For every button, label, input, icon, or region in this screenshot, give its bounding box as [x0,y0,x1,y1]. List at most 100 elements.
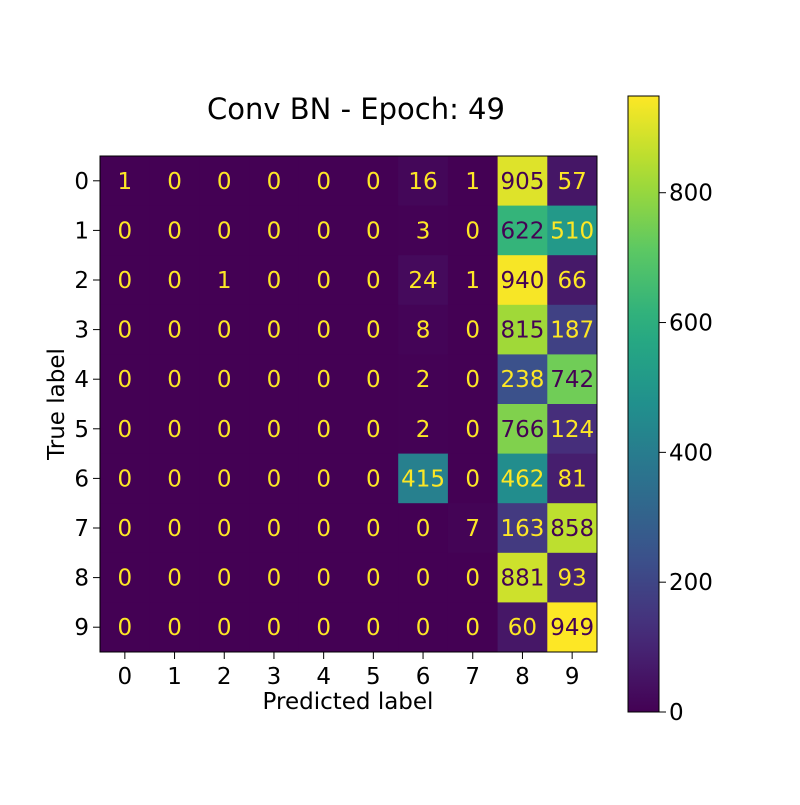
heatmap-cell [497,602,548,653]
cell-value-label: 0 [465,566,480,592]
x-tick-label: 7 [465,664,480,690]
heatmap-cell [547,602,598,653]
cell-value-label: 0 [316,566,331,592]
y-tick-label: 2 [74,268,89,294]
heatmap-cell [447,156,498,206]
cell-value-label: 0 [267,615,282,641]
x-tick-label: 6 [416,664,431,690]
x-tick-label: 4 [316,664,331,690]
heatmap-cell [348,503,399,554]
cell-value-label: 0 [267,367,282,393]
cell-value-label: 0 [118,367,133,393]
cell-value-label: 0 [366,169,381,195]
cell-value-label: 0 [316,516,331,542]
y-tick-label: 9 [74,615,89,641]
heatmap-cell [547,503,598,554]
cell-value-label: 0 [316,268,331,294]
heatmap-cell [497,255,548,306]
heatmap-cell [298,354,349,405]
heatmap-cell [249,503,300,554]
cell-value-label: 0 [167,268,182,294]
heatmap-cell [447,205,498,256]
cell-value-label: 510 [550,218,594,244]
cell-value-label: 3 [416,218,431,244]
heatmap-cell [100,453,151,504]
cell-value-label: 0 [217,516,232,542]
heatmap-cell [398,354,449,405]
heatmap-cell [547,156,598,206]
heatmap-cell [149,552,200,603]
y-tick-label: 4 [74,367,89,393]
heatmap-cell [547,453,598,504]
cell-value-label: 0 [416,516,431,542]
heatmap-cell [249,404,300,454]
heatmap-cell [447,453,498,504]
cell-value-label: 0 [118,516,133,542]
heatmap-cell [298,304,349,355]
heatmap-cell [447,255,498,306]
cell-value-label: 124 [550,417,594,443]
cell-value-label: 0 [118,566,133,592]
cell-value-label: 0 [316,615,331,641]
heatmap-cell [249,156,300,206]
cell-value-label: 0 [118,466,133,492]
heatmap-cell [298,205,349,256]
cell-value-label: 0 [267,268,282,294]
y-tick-label: 7 [74,516,89,542]
cell-value-label: 2 [416,367,431,393]
heatmap-cell [497,304,548,355]
cell-value-label: 0 [118,417,133,443]
heatmap-cell [100,552,151,603]
heatmap-cell [497,354,548,405]
heatmap-cell [547,404,598,454]
heatmap-cell [149,304,200,355]
heatmap-cell [149,602,200,653]
heatmap-cell [497,453,548,504]
cell-value-label: 0 [167,318,182,344]
cell-value-label: 0 [118,268,133,294]
heatmap-cell [199,255,250,306]
heatmap-cell [547,354,598,405]
cell-value-label: 415 [401,466,445,492]
heatmap-cell [298,255,349,306]
cell-value-label: 57 [558,169,587,195]
cell-value-label: 0 [217,218,232,244]
heatmap-cell [298,602,349,653]
cell-value-label: 0 [217,318,232,344]
colorbar-tick-label: 800 [669,181,713,207]
heatmap-cell [199,602,250,653]
heatmap-cell [547,205,598,256]
cell-value-label: 93 [558,566,587,592]
heatmap-cell [398,453,449,504]
cell-value-label: 1 [465,268,480,294]
cell-value-label: 0 [366,466,381,492]
cell-value-label: 0 [267,318,282,344]
heatmap-cell [249,304,300,355]
heatmap-cell [348,602,399,653]
cell-value-label: 0 [316,318,331,344]
cell-value-label: 0 [267,417,282,443]
x-tick-label: 0 [118,664,133,690]
cell-value-label: 0 [167,566,182,592]
x-tick-label: 1 [167,664,182,690]
heatmap-cell [100,503,151,554]
cell-value-label: 7 [465,516,480,542]
cell-value-label: 1 [217,268,232,294]
cell-value-label: 0 [217,367,232,393]
heatmap-cell [149,503,200,554]
colorbar-tick-label: 0 [669,700,684,726]
cell-value-label: 0 [167,417,182,443]
cell-value-label: 0 [366,516,381,542]
heatmap-cell [199,404,250,454]
colorbar [627,95,660,713]
heatmap-cell [348,304,399,355]
heatmap-cell [447,404,498,454]
heatmap-cell [497,156,548,206]
heatmap-cell [298,156,349,206]
heatmap-cell [348,205,399,256]
cell-value-label: 66 [558,268,587,294]
heatmap-cell [497,404,548,454]
heatmap-cell [249,552,300,603]
y-tick-label: 0 [74,169,89,195]
y-tick-label: 6 [74,466,89,492]
